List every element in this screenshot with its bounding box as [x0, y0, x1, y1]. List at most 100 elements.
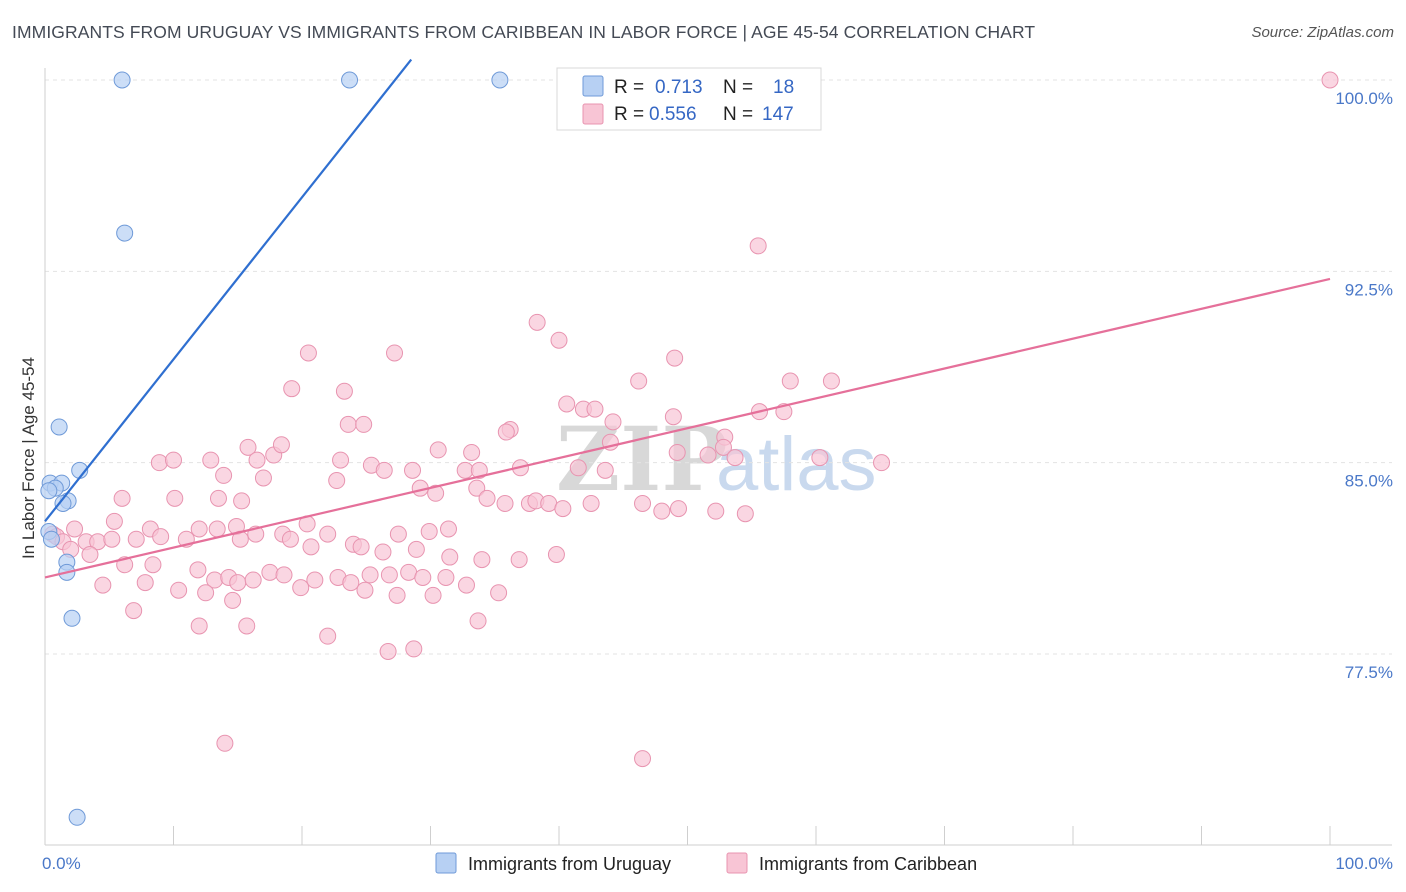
data-point-caribbean [469, 612, 487, 630]
data-point-caribbean [190, 520, 208, 538]
legend-r-label: R = [614, 104, 644, 125]
chart-source: Source: ZipAtlas.com [1251, 24, 1394, 41]
data-point-uruguay [50, 418, 68, 436]
data-point-caribbean [510, 551, 528, 569]
data-point-caribbean [420, 523, 438, 541]
data-point-caribbean [352, 538, 370, 556]
data-point-caribbean [457, 576, 475, 594]
data-point-caribbean [216, 734, 234, 752]
data-point-caribbean [699, 446, 717, 464]
data-point-caribbean [197, 584, 215, 602]
watermark-zip: ZIP [556, 407, 728, 511]
data-point-caribbean [238, 617, 256, 635]
data-point-caribbean [714, 438, 732, 456]
data-point-caribbean [424, 586, 442, 604]
x-tick-label: 100.0% [1335, 854, 1393, 873]
trend-line-uruguay [44, 58, 413, 523]
legend-n-value-caribbean: 147 [762, 104, 794, 125]
data-point-caribbean [375, 461, 393, 479]
data-point-caribbean [707, 502, 725, 520]
data-point-caribbean [229, 574, 247, 592]
data-point-caribbean [94, 576, 112, 594]
data-point-caribbean [272, 436, 290, 454]
data-point-caribbean [361, 566, 379, 584]
data-point-caribbean [239, 438, 257, 456]
legend-box: R = 0.713 N = 18 R = 0.556 N = 147 [556, 67, 822, 131]
data-point-caribbean [261, 563, 279, 581]
data-point-caribbean [165, 451, 182, 469]
data-point-caribbean [374, 543, 392, 561]
data-point-caribbean [407, 540, 425, 558]
data-point-caribbean [726, 449, 744, 467]
data-point-caribbean [125, 602, 143, 620]
bottom-legend-label-uruguay: Immigrants from Uruguay [468, 854, 671, 874]
bottom-legend: Immigrants from Uruguay Immigrants from … [435, 852, 977, 874]
axes: 77.5% 85.0% 92.5% 100.0% 0.0% 100.0% [42, 68, 1393, 873]
data-point-uruguay [54, 494, 72, 512]
data-point-caribbean [386, 344, 404, 362]
legend-r-value-caribbean: 0.556 [649, 104, 697, 125]
legend-r-value-uruguay: 0.713 [655, 77, 703, 98]
data-point-caribbean [248, 451, 266, 469]
data-point-caribbean [528, 313, 546, 331]
bottom-legend-swatch-uruguay [435, 852, 457, 874]
y-tick-label: 100.0% [1335, 89, 1393, 108]
data-point-caribbean [166, 489, 184, 507]
data-point-caribbean [136, 574, 154, 592]
data-point-caribbean [634, 494, 652, 512]
data-point-caribbean [81, 546, 99, 564]
data-point-caribbean [586, 400, 604, 418]
data-point-caribbean [670, 500, 688, 518]
legend-n-value-uruguay: 18 [773, 77, 794, 98]
data-point-caribbean [281, 530, 299, 548]
data-point-caribbean [604, 413, 622, 431]
data-point-caribbean [822, 372, 840, 390]
data-point-uruguay [68, 808, 86, 826]
data-point-caribbean [170, 581, 188, 599]
data-point-caribbean [332, 451, 350, 469]
data-point-caribbean [388, 586, 406, 604]
data-point-caribbean [547, 546, 565, 564]
data-point-caribbean [339, 415, 357, 433]
data-point-uruguay [113, 71, 131, 89]
data-point-caribbean [414, 568, 432, 586]
legend-n-label: N = [723, 104, 753, 125]
data-point-uruguay [42, 530, 60, 548]
legend-n-label: N = [723, 77, 753, 98]
data-point-caribbean [202, 451, 220, 469]
data-point-caribbean [497, 423, 515, 441]
data-point-caribbean [292, 579, 310, 597]
data-point-caribbean [299, 344, 317, 362]
data-point-caribbean [468, 479, 486, 497]
data-point-caribbean [319, 525, 337, 543]
x-tick-label: 0.0% [42, 854, 81, 873]
data-point-caribbean [224, 591, 242, 609]
data-point-caribbean [873, 454, 891, 472]
data-point-uruguay [116, 224, 134, 242]
bottom-legend-swatch-caribbean [726, 852, 748, 874]
chart-title: IMMIGRANTS FROM URUGUAY VS IMMIGRANTS FR… [12, 22, 1036, 42]
data-point-caribbean [254, 469, 272, 487]
data-point-caribbean [302, 538, 320, 556]
data-point-caribbean [66, 520, 84, 538]
data-point-caribbean [328, 472, 346, 490]
data-point-caribbean [379, 642, 397, 660]
data-point-caribbean [634, 750, 652, 768]
data-point-caribbean [244, 571, 262, 589]
data-point-caribbean [811, 449, 829, 467]
data-point-caribbean [283, 380, 301, 398]
data-point-caribbean [405, 640, 423, 658]
data-point-caribbean [463, 443, 481, 461]
y-tick-label: 85.0% [1345, 472, 1393, 491]
data-point-caribbean [404, 461, 422, 479]
data-point-caribbean [664, 408, 682, 426]
data-point-caribbean [473, 551, 491, 569]
data-point-caribbean [540, 494, 558, 512]
data-point-caribbean [105, 512, 123, 530]
legend-swatch-caribbean [582, 103, 604, 125]
y-axis-title: In Labor Force | Age 45-54 [19, 357, 38, 559]
data-point-caribbean [342, 574, 360, 592]
legend-swatch-uruguay [582, 75, 604, 97]
data-point-caribbean [441, 548, 459, 566]
